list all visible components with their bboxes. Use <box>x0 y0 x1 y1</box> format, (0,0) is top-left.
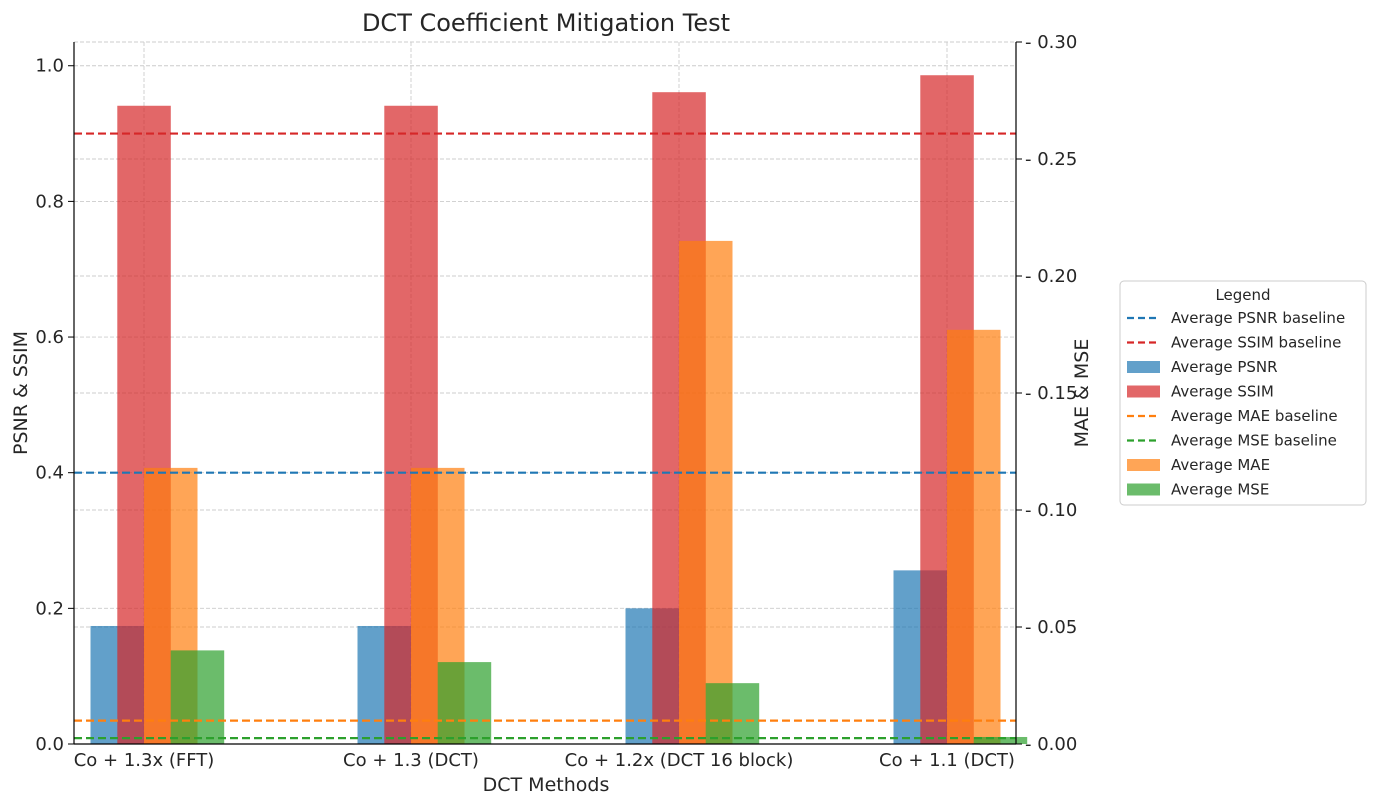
bar-average-mse-2 <box>705 683 760 744</box>
y-right-tick-label: - 0.25 <box>1025 149 1077 170</box>
y-axis-right-label: MAE & MSE <box>1071 339 1093 448</box>
legend-label: Average MSE <box>1171 481 1269 499</box>
legend-label: Average MAE baseline <box>1171 407 1338 425</box>
x-tick-label: Co + 1.1 (DCT) <box>879 750 1015 771</box>
y-right-tick-label: - 0.00 <box>1025 734 1077 755</box>
bars <box>90 75 1028 745</box>
legend-label: Average MAE <box>1171 456 1270 474</box>
y-left-tick-label: 0.0 <box>35 734 64 755</box>
y-left-tick-label: 0.6 <box>35 327 64 348</box>
legend-label: Average PSNR <box>1171 358 1278 376</box>
x-tick-label: Co + 1.3 (DCT) <box>343 750 479 771</box>
bar-average-mae-2 <box>679 240 733 744</box>
x-tick-label: Co + 1.3x (FFT) <box>74 750 215 771</box>
legend-swatch-average-psnr <box>1127 361 1160 373</box>
legend: Legend Average PSNR baseline Average SSIM … <box>1119 280 1367 506</box>
bar-average-mse-1 <box>437 662 492 744</box>
legend-swatch-average-mae <box>1127 459 1160 471</box>
legend-swatch-average-ssim <box>1127 385 1160 398</box>
grid-lines <box>74 41 1016 745</box>
legend-label: Average MSE baseline <box>1171 432 1337 450</box>
y-left-tick-label: 0.2 <box>35 598 64 619</box>
legend-title: Legend <box>1215 286 1270 304</box>
y-right-tick-label: - 0.10 <box>1025 500 1077 521</box>
bar-average-mae-3 <box>947 329 1001 744</box>
y-left-tick-label: 0.4 <box>35 463 64 484</box>
chart-title: DCT Coefficient Mitigation Test <box>362 9 730 37</box>
y-right-tick-label: - 0.05 <box>1025 617 1077 638</box>
x-axis-label: DCT Methods <box>483 774 610 796</box>
x-tick-label: Co + 1.2x (DCT 16 block) <box>565 750 794 771</box>
y-right-tick-label: - 0.30 <box>1025 32 1077 53</box>
y-axis-left-label: PSNR & SSIM <box>10 331 32 455</box>
tick-labels: 0.0 0.2 0.4 0.6 0.8 1.0 - 0.00 - 0.05 - 0.10 - 0.… <box>35 32 1077 771</box>
legend-label: Average SSIM <box>1171 383 1274 401</box>
baseline-lines <box>74 132 1016 740</box>
legend-label: Average PSNR baseline <box>1171 309 1345 327</box>
y-left-tick-label: 0.8 <box>35 191 64 212</box>
y-right-tick-label: - 0.20 <box>1025 266 1077 287</box>
legend-label: Average SSIM baseline <box>1171 334 1341 352</box>
legend-box <box>1119 280 1367 506</box>
y-left-tick-label: 1.0 <box>35 56 64 77</box>
legend-swatch-average-mse <box>1127 483 1160 496</box>
y-right-tick-label: - 0.15 <box>1025 383 1077 404</box>
bar-average-mse-0 <box>170 650 225 744</box>
bar-average-mse-3 <box>973 736 1028 744</box>
